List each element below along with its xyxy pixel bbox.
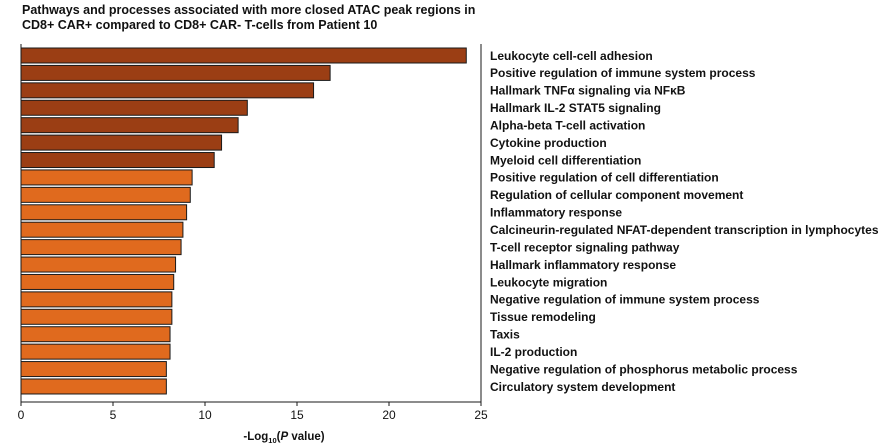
category-label-18: IL-2 production bbox=[490, 345, 577, 359]
category-label-10: Inflammatory response bbox=[490, 206, 622, 220]
category-label-19: Negative regulation of phosphorus metabo… bbox=[490, 362, 798, 376]
chart-title: Pathways and processes associated with m… bbox=[22, 3, 542, 33]
category-label-3: Hallmark TNFα signaling via NFκB bbox=[490, 84, 686, 98]
x-tick-label-15: 15 bbox=[290, 408, 304, 422]
category-label-16: Tissue remodeling bbox=[490, 310, 596, 324]
bar-4 bbox=[20, 99, 248, 116]
bar-3 bbox=[20, 82, 315, 99]
x-axis: 0 5 10 15 20 25 bbox=[18, 44, 488, 422]
x-tick-label-5: 5 bbox=[110, 408, 117, 422]
bars-group bbox=[20, 47, 467, 395]
bar-7 bbox=[20, 152, 215, 169]
category-label-11: Calcineurin-regulated NFAT-dependent tra… bbox=[490, 223, 879, 237]
bar-11 bbox=[20, 221, 184, 238]
bar-13 bbox=[20, 256, 177, 273]
category-label-4: Hallmark IL-2 STAT5 signaling bbox=[490, 101, 661, 115]
plot-frame bbox=[20, 44, 482, 403]
category-label-12: T-cell receptor signaling pathway bbox=[490, 240, 680, 254]
category-label-20: Circulatory system development bbox=[490, 380, 675, 394]
bar-1 bbox=[20, 47, 467, 64]
x-axis-label-italic: P bbox=[280, 431, 288, 443]
x-axis-label-paren: ( bbox=[277, 431, 281, 443]
bar-14 bbox=[20, 273, 175, 290]
x-axis-label-prefix: -Log bbox=[243, 431, 268, 443]
category-label-7: Myeloid cell differentiation bbox=[490, 153, 641, 167]
category-label-8: Positive regulation of cell differentiat… bbox=[490, 171, 719, 185]
bar-2 bbox=[20, 64, 331, 81]
category-label-1: Leukocyte cell-cell adhesion bbox=[490, 49, 653, 63]
category-label-17: Taxis bbox=[490, 328, 520, 342]
bar-16 bbox=[20, 308, 173, 325]
bar-12 bbox=[20, 239, 182, 256]
bar-15 bbox=[20, 291, 173, 308]
bar-17 bbox=[20, 326, 171, 343]
bar-20 bbox=[20, 378, 167, 395]
category-label-2: Positive regulation of immune system pro… bbox=[490, 66, 756, 80]
chart-title-line-2: CD8+ CAR+ compared to CD8+ CAR- T-cells … bbox=[22, 18, 378, 32]
category-labels-group: Leukocyte cell-cell adhesion Positive reg… bbox=[490, 49, 879, 394]
category-label-14: Leukocyte migration bbox=[490, 275, 607, 289]
category-label-6: Cytokine production bbox=[490, 136, 607, 150]
category-label-13: Hallmark inflammatory response bbox=[490, 258, 676, 272]
chart-title-line-1: Pathways and processes associated with m… bbox=[22, 3, 476, 17]
x-tick-label-25: 25 bbox=[474, 408, 488, 422]
category-label-5: Alpha-beta T-cell activation bbox=[490, 118, 645, 132]
x-axis-label: -Log10(P value) bbox=[243, 431, 324, 445]
bar-10 bbox=[20, 204, 188, 221]
category-label-9: Regulation of cellular component movemen… bbox=[490, 188, 743, 202]
x-tick-label-0: 0 bbox=[18, 408, 25, 422]
category-label-15: Negative regulation of immune system pro… bbox=[490, 293, 760, 307]
bar-5 bbox=[20, 117, 239, 134]
bar-8 bbox=[20, 169, 193, 186]
x-tick-label-20: 20 bbox=[382, 408, 396, 422]
x-tick-label-10: 10 bbox=[198, 408, 212, 422]
x-axis-label-suffix: value) bbox=[288, 431, 325, 443]
bar-18 bbox=[20, 343, 171, 360]
bar-9 bbox=[20, 186, 191, 203]
x-axis-label-subscript: 10 bbox=[268, 436, 276, 445]
bar-19 bbox=[20, 361, 167, 378]
bar-6 bbox=[20, 134, 223, 151]
